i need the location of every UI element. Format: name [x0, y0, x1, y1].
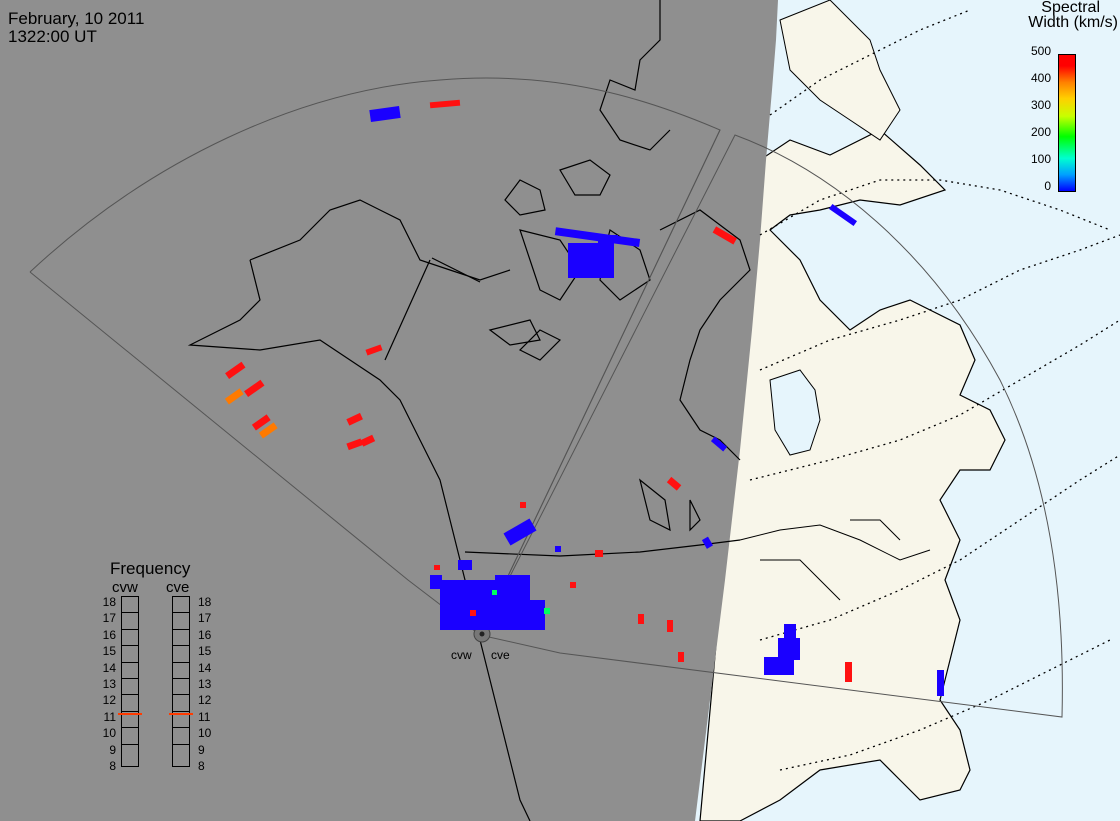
frequency-tick-label: 15: [102, 644, 116, 659]
frequency-tick-label: 15: [198, 644, 212, 659]
frequency-gridline: [121, 612, 139, 614]
date-label: February, 10 2011: [8, 9, 145, 28]
frequency-gridline: [121, 694, 139, 696]
frequency-tick-label: 18: [102, 595, 116, 609]
frequency-tick-label: 9: [198, 742, 205, 757]
frequency-gauge-cve: [172, 596, 190, 767]
latitude-circles: [749, 9, 1120, 771]
frequency-gridline: [121, 678, 139, 679]
legend-tick-300: 300: [1030, 98, 1051, 112]
frequency-tick-label: 13: [198, 677, 212, 691]
frequency-cve-label: cve: [166, 579, 190, 596]
radar-site-center: [479, 631, 485, 637]
legend-title-line1: Spectral: [1041, 0, 1100, 16]
frequency-tick-label: 14: [102, 660, 116, 675]
frequency-tick-label: 17: [198, 611, 212, 626]
frequency-gridline: [172, 628, 190, 630]
frequency-tick-label: 11: [103, 709, 116, 724]
frequency-marker-cve: [169, 713, 193, 716]
legend-tick-200: 200: [1030, 125, 1051, 139]
legend-title-line2: Width (km/s): [1028, 14, 1118, 31]
legend-tick-400: 400: [1030, 71, 1051, 85]
day-coastlines: [739, 519, 931, 601]
spectral-width-colorbar: [1058, 54, 1076, 192]
time-label: 1322:00 UT: [8, 27, 97, 46]
station-label-cve: cve: [491, 648, 510, 662]
frequency-tick-label: 18: [198, 595, 212, 609]
frequency-tick-label: 16: [198, 627, 212, 642]
legend-tick-100: 100: [1030, 152, 1051, 166]
frequency-gridline: [121, 661, 139, 663]
legend-tick-0: 0: [1044, 179, 1051, 193]
frequency-tick-label: 12: [198, 693, 212, 708]
frequency-tick-label: 10: [102, 726, 116, 741]
frequency-tick-label: 17: [102, 611, 116, 626]
frequency-gridline: [172, 743, 190, 745]
night-region: [0, 0, 778, 821]
frequency-gridline: [121, 727, 139, 729]
frequency-gridline: [172, 727, 190, 729]
labrador-day: [779, 0, 901, 141]
hudson-bay-day: [769, 369, 821, 456]
frequency-gridline: [172, 645, 190, 647]
frequency-tick-label: 10: [198, 726, 212, 741]
frequency-gridline: [172, 678, 190, 679]
frequency-tick-label: 9: [109, 742, 116, 757]
frequency-gridline: [121, 710, 139, 712]
frequency-gauge-cvw: [121, 596, 139, 767]
frequency-tick-label: 12: [102, 693, 116, 708]
radar-fov: [29, 77, 1063, 718]
frequency-tick-label: 11: [198, 709, 211, 724]
frequency-gridline: [121, 645, 139, 647]
legend-tick-500: 500: [1030, 44, 1051, 58]
frequency-gridline: [121, 743, 139, 745]
frequency-gridline: [172, 661, 190, 663]
frequency-tick-label: 16: [102, 627, 116, 642]
frequency-tick-label: 8: [198, 759, 205, 773]
station-label-cvw: cvw: [451, 648, 472, 662]
coastlines: [187, 0, 751, 821]
frequency-tick-label: 14: [198, 660, 212, 675]
day-land: [699, 129, 1006, 821]
frequency-gridline: [172, 710, 190, 712]
frequency-marker-cvw: [118, 713, 142, 716]
frequency-tick-label: 13: [102, 677, 116, 691]
frequency-cvw-label: cvw: [112, 579, 138, 596]
political-borders: [384, 257, 741, 557]
frequency-gridline: [121, 628, 139, 630]
frequency-gridline: [172, 694, 190, 696]
frequency-title: Frequency: [110, 559, 191, 578]
frequency-gridline: [172, 612, 190, 614]
frequency-tick-label: 8: [109, 759, 116, 773]
scatter-cells: [224, 99, 944, 696]
